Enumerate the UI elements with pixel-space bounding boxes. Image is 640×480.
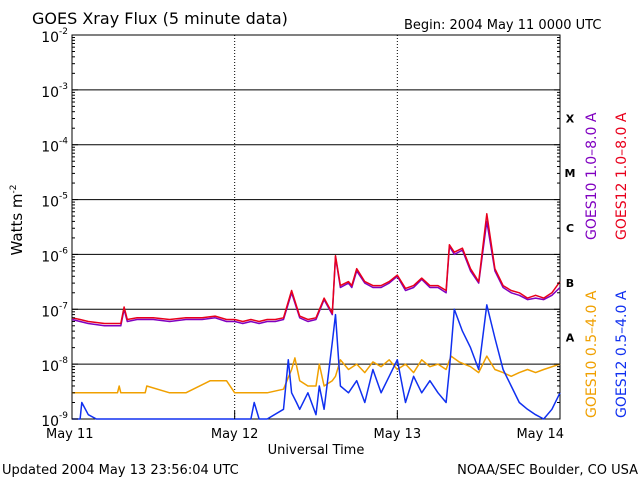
flare-class-label: X bbox=[566, 112, 575, 125]
flare-class-label: B bbox=[566, 277, 574, 290]
series-lines bbox=[71, 213, 561, 420]
begin-date-label: Begin: 2004 May 11 0000 UTC bbox=[404, 18, 601, 33]
flare-class-label: M bbox=[565, 167, 576, 180]
y-tick-label-base: 10 bbox=[41, 195, 59, 211]
y-tick-label-base: 10 bbox=[41, 140, 59, 156]
y-axis-label-exponent: -2 bbox=[9, 184, 19, 193]
y-tick-label: 10-5 bbox=[41, 192, 68, 211]
plot-area bbox=[71, 34, 561, 420]
y-tick-label: 10-4 bbox=[41, 137, 68, 156]
y-tick-label: 10-3 bbox=[41, 82, 68, 101]
y-tick-label-exponent: -6 bbox=[59, 246, 68, 256]
y-tick-label: 10-2 bbox=[41, 27, 68, 46]
y-tick-label-exponent: -9 bbox=[59, 411, 68, 421]
legend-goes12-short: GOES12 0.5–4.0 A bbox=[614, 290, 630, 418]
y-tick-label: 10-8 bbox=[41, 356, 68, 375]
footer-credit-text: NOAA/SEC Boulder, CO USA bbox=[457, 463, 638, 478]
y-tick-label-base: 10 bbox=[41, 30, 59, 46]
x-tick-label: May 11 bbox=[46, 427, 94, 442]
y-tick-label-exponent: -2 bbox=[59, 27, 68, 37]
y-tick-label-base: 10 bbox=[41, 359, 59, 375]
x-tick-label: May 12 bbox=[211, 427, 259, 442]
flare-class-label: A bbox=[566, 332, 575, 345]
x-axis-ticks: May 11 May 12 May 13 May 14 bbox=[46, 411, 564, 442]
series-line-1 bbox=[71, 213, 561, 325]
y-tick-label-base: 10 bbox=[41, 304, 59, 320]
y-tick-label-exponent: -3 bbox=[59, 82, 68, 92]
footer-updated-text: Updated 2004 May 13 23:56:04 UTC bbox=[2, 463, 239, 478]
y-tick-label: 10-6 bbox=[41, 246, 68, 265]
legend-goes10-short: GOES10 0.5–4.0 A bbox=[584, 290, 600, 418]
y-axis-label: Watts m-2 bbox=[8, 184, 26, 255]
y-tick-label-exponent: -4 bbox=[59, 137, 68, 147]
chart-title: GOES Xray Flux (5 minute data) bbox=[32, 9, 288, 28]
day-dividers bbox=[234, 35, 398, 419]
y-tick-label-base: 10 bbox=[41, 249, 59, 265]
y-axis-ticks: 10-910-810-710-610-510-410-310-2 bbox=[41, 27, 560, 430]
y-axis-label-text: Watts m bbox=[8, 193, 26, 255]
y-tick-label: 10-7 bbox=[41, 301, 68, 320]
y-tick-label-base: 10 bbox=[41, 414, 59, 430]
flare-class-label: C bbox=[566, 222, 574, 235]
y-tick-label: 10-9 bbox=[41, 411, 68, 430]
x-axis-label: Universal Time bbox=[268, 443, 365, 458]
y-tick-label-exponent: -7 bbox=[59, 301, 68, 311]
legend-goes10-long: GOES10 1.0–8.0 A bbox=[584, 112, 600, 240]
flare-class-labels: A B C M X bbox=[565, 112, 576, 344]
legend-goes12-long: GOES12 1.0–8.0 A bbox=[614, 112, 630, 240]
series-line-2 bbox=[72, 355, 561, 394]
plot-frame bbox=[71, 34, 561, 420]
x-tick-label: May 13 bbox=[374, 427, 422, 442]
x-tick-label: May 14 bbox=[516, 427, 564, 442]
y-tick-label-exponent: -5 bbox=[59, 192, 68, 202]
y-tick-label-base: 10 bbox=[41, 85, 59, 101]
series-line-3 bbox=[72, 304, 561, 420]
y-tick-label-exponent: -8 bbox=[59, 356, 68, 366]
